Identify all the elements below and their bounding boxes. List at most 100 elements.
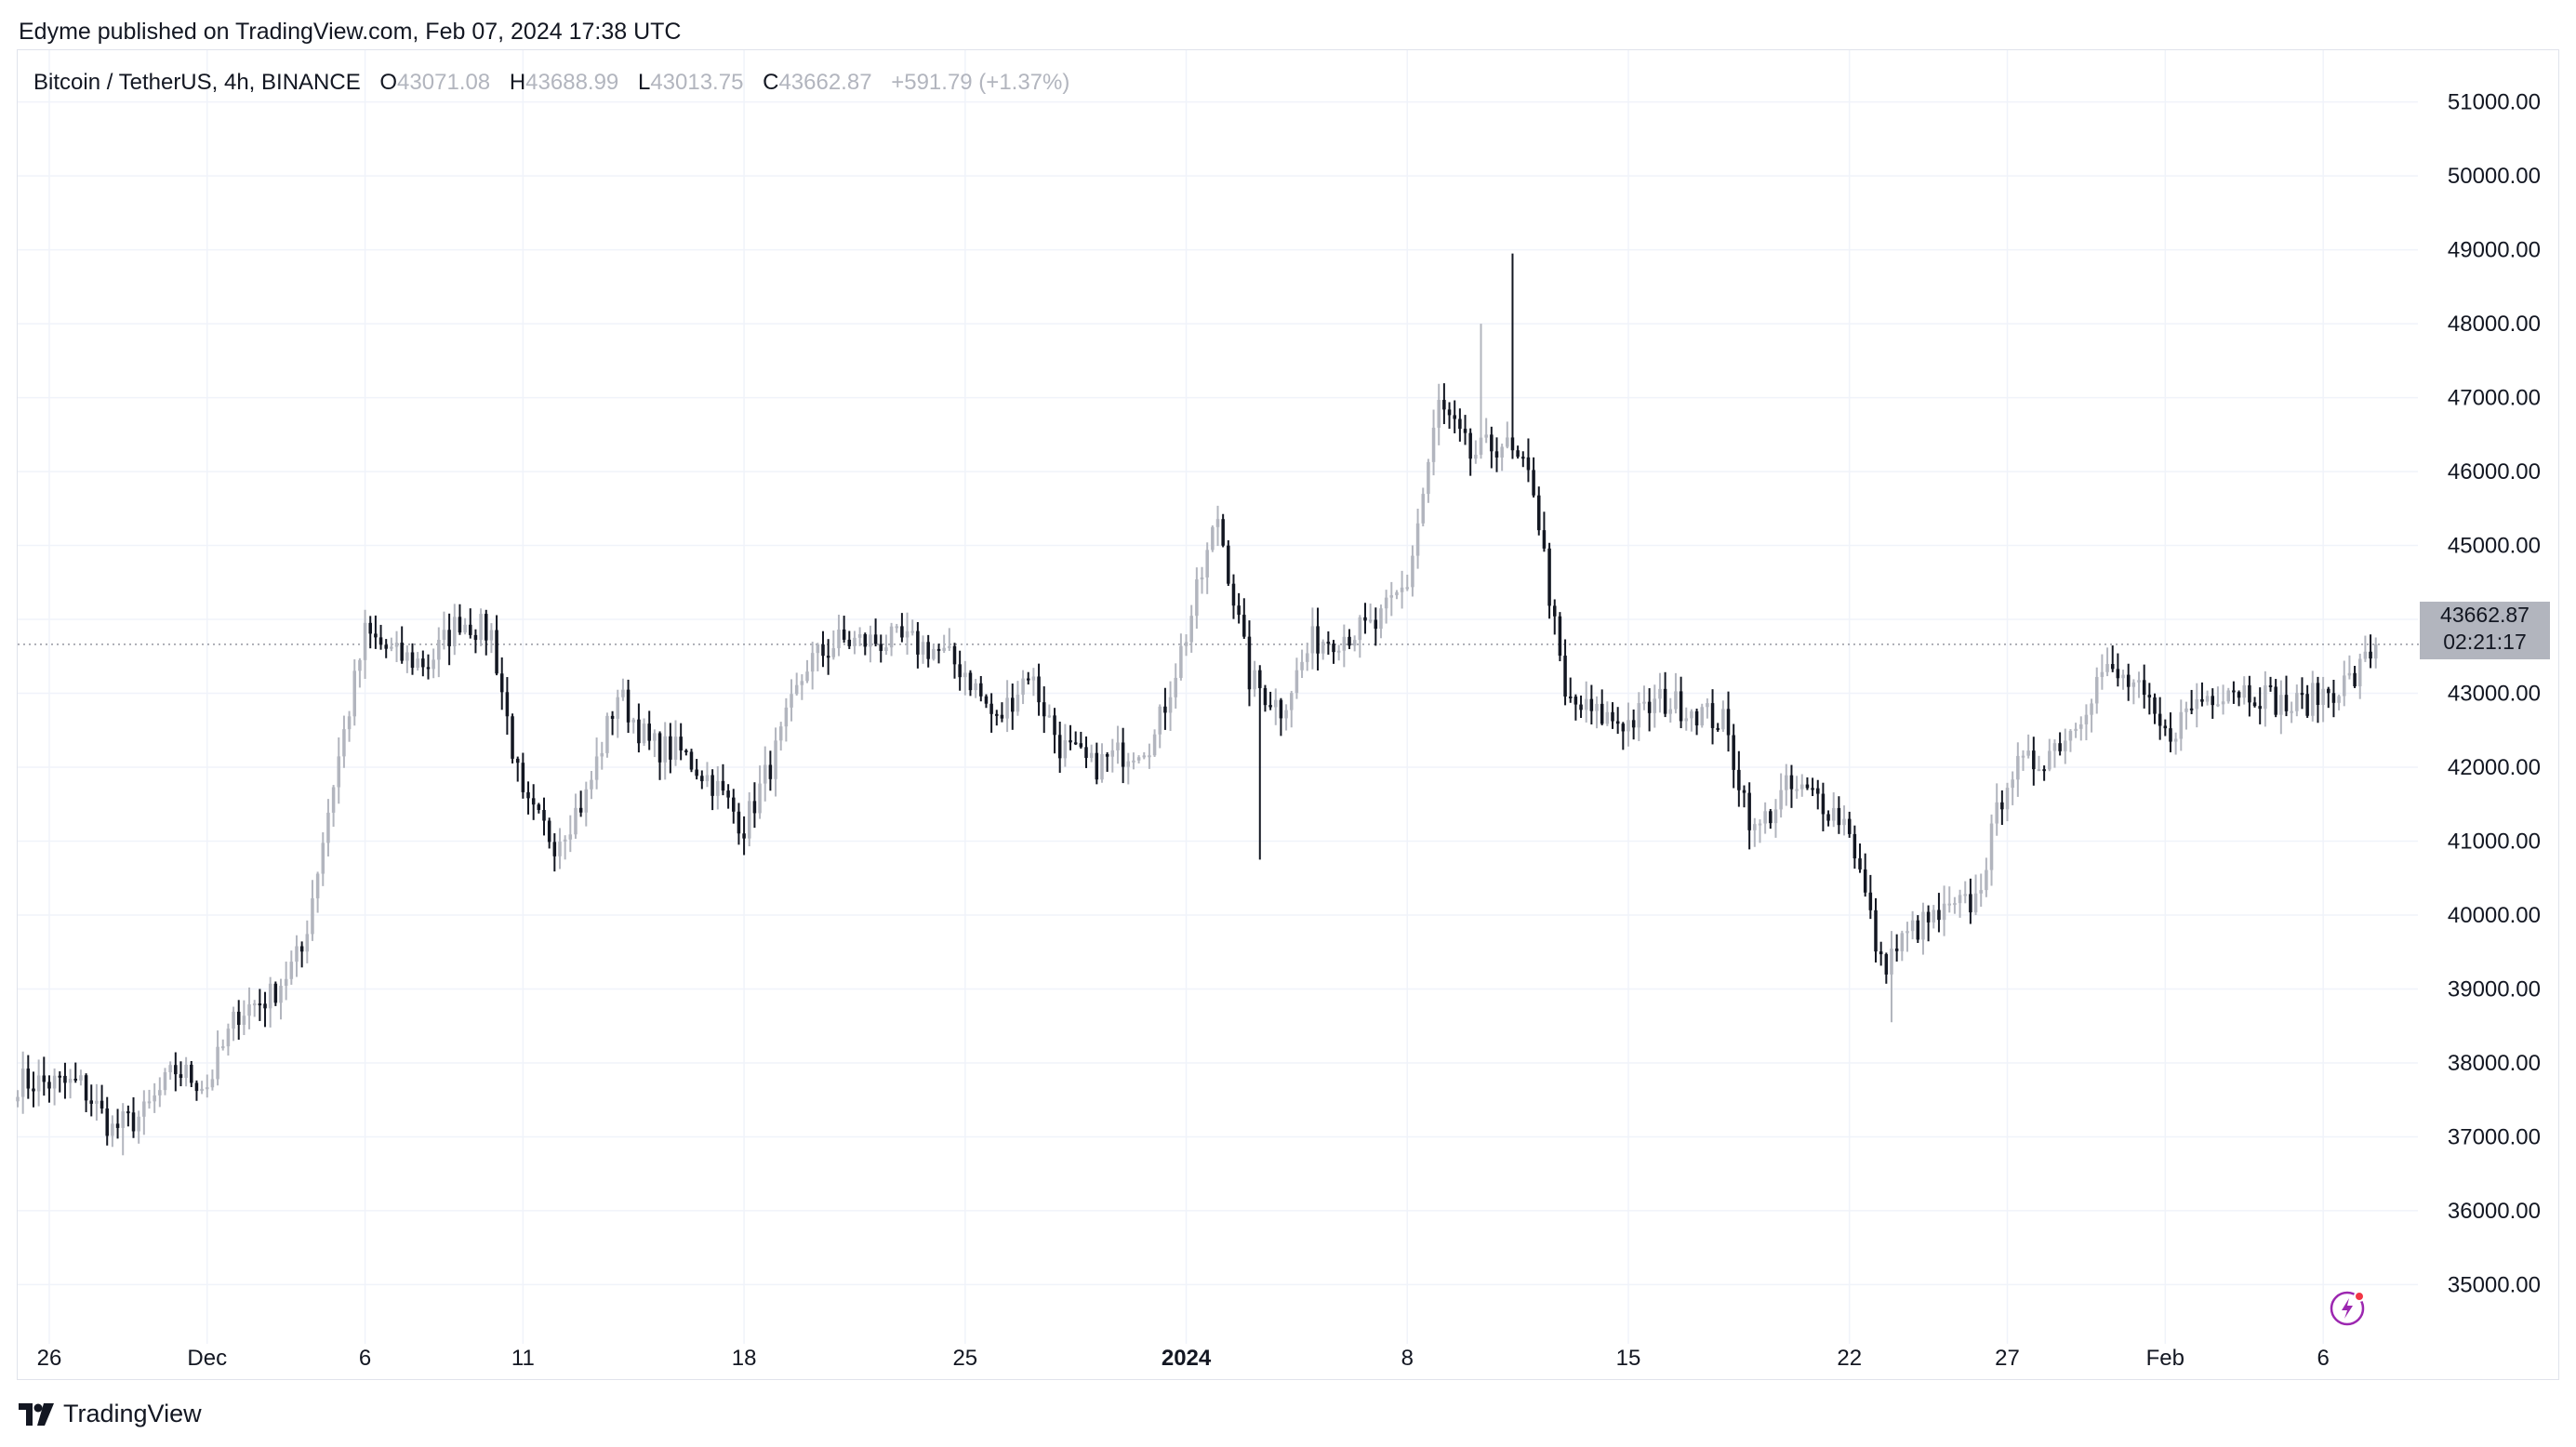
candle-body — [295, 946, 299, 962]
candle-body — [989, 703, 993, 714]
tradingview-brand: TradingView — [63, 1400, 202, 1427]
candle-body — [16, 1096, 20, 1102]
candle-body — [2121, 674, 2125, 679]
candle-body — [594, 756, 599, 780]
candle-body — [2126, 674, 2131, 687]
x-tick-label: 27 — [1995, 1346, 2020, 1371]
y-tick-label: 45000.00 — [2448, 534, 2541, 559]
x-tick-label: 25 — [952, 1346, 977, 1371]
candle-body — [1479, 437, 1483, 455]
candle-body — [1053, 715, 1056, 736]
candle-body — [1615, 721, 1620, 724]
y-tick-label: 39000.00 — [2448, 976, 2541, 1002]
candle-body — [1132, 760, 1135, 763]
candle-body — [700, 776, 704, 782]
candle-body — [1195, 579, 1199, 617]
candle-body — [552, 842, 557, 856]
candle-body — [1474, 454, 1478, 459]
candle-body — [489, 630, 494, 641]
candle-body — [1558, 616, 1562, 657]
candle-body — [268, 983, 272, 1009]
high-label: H — [509, 70, 526, 95]
candle-body — [1379, 608, 1383, 630]
candle-body — [1158, 706, 1162, 735]
candle-body — [2373, 644, 2378, 659]
candle-body — [1795, 789, 1799, 791]
candle-body — [1384, 597, 1388, 609]
candle-body — [1953, 903, 1957, 906]
candle-body — [2142, 680, 2146, 696]
candle-body — [1826, 814, 1830, 821]
candle-body — [647, 724, 651, 741]
candle-body — [763, 764, 767, 784]
candle-body — [1231, 583, 1236, 606]
candle-body — [200, 1088, 204, 1092]
y-tick-label: 36000.00 — [2448, 1199, 2541, 1224]
candle-body — [1985, 870, 1988, 891]
candle-body — [479, 614, 483, 641]
tradingview-logo-icon — [19, 1402, 54, 1426]
candle-body — [1842, 818, 1846, 826]
candle-body — [1211, 526, 1215, 551]
candle-body — [210, 1079, 215, 1088]
candle-body — [1863, 869, 1867, 893]
tradingview-footer[interactable]: TradingView — [19, 1400, 202, 1428]
candle-body — [732, 797, 736, 812]
candle-body — [342, 729, 346, 757]
candle-body — [2000, 802, 2004, 810]
candle-body — [1663, 688, 1667, 714]
candle-body — [626, 689, 631, 723]
symbol-legend[interactable]: Bitcoin / TetherUS, 4h, BINANCE O43071.0… — [33, 70, 1069, 96]
candle-body — [111, 1123, 114, 1136]
candle-body — [1969, 894, 1972, 913]
candle-body — [1152, 734, 1157, 756]
candle-body — [390, 646, 393, 649]
open-label: O — [379, 70, 398, 95]
symbol-title[interactable]: Bitcoin / TetherUS, 4h, BINANCE — [33, 70, 361, 95]
candle-body — [368, 622, 372, 634]
candle-body — [337, 756, 341, 788]
candle-body — [2037, 769, 2041, 772]
candle-body — [926, 642, 930, 659]
candle-body — [705, 775, 710, 782]
candle-body — [2195, 698, 2199, 710]
candle-body — [378, 637, 383, 645]
candle-body — [2179, 711, 2184, 739]
candle-body — [2078, 724, 2083, 729]
candle-body — [511, 716, 514, 759]
candle-body — [900, 626, 904, 638]
candle-body — [1753, 824, 1757, 830]
candle-body — [1694, 710, 1699, 726]
candle-body — [1316, 626, 1320, 654]
candle-body — [547, 820, 551, 843]
candle-body — [889, 626, 894, 648]
candle-body — [2258, 706, 2262, 710]
candle-body — [758, 783, 762, 814]
candle-body — [921, 642, 925, 655]
candle-body — [2100, 671, 2105, 677]
candles — [16, 253, 2378, 1156]
candle-body — [1411, 555, 1414, 588]
candle-body — [1253, 670, 1256, 690]
candle-body — [936, 648, 941, 651]
candle-body — [2005, 788, 2010, 810]
candle-body — [1937, 909, 1941, 921]
candle-body — [621, 689, 625, 697]
lightning-bolt-icon[interactable] — [2329, 1289, 2366, 1326]
time-axis: 26 Dec 6 11 18 25 2024 8 15 22 27 Feb 6 — [37, 1346, 2330, 1371]
candle-body — [1763, 811, 1767, 824]
candle-body — [932, 648, 936, 659]
candle-body — [1215, 519, 1220, 527]
candle-body — [442, 630, 446, 640]
candle-body — [695, 769, 698, 777]
candle-body — [1405, 587, 1410, 590]
candle-body — [1431, 427, 1436, 462]
candle-body — [1690, 710, 1693, 719]
candle-body — [2221, 701, 2225, 705]
candle-body — [1852, 833, 1857, 859]
candle-body — [1989, 823, 1994, 870]
candle-body — [1458, 418, 1462, 430]
candle-body — [79, 1075, 83, 1081]
candle-body — [1563, 656, 1567, 697]
